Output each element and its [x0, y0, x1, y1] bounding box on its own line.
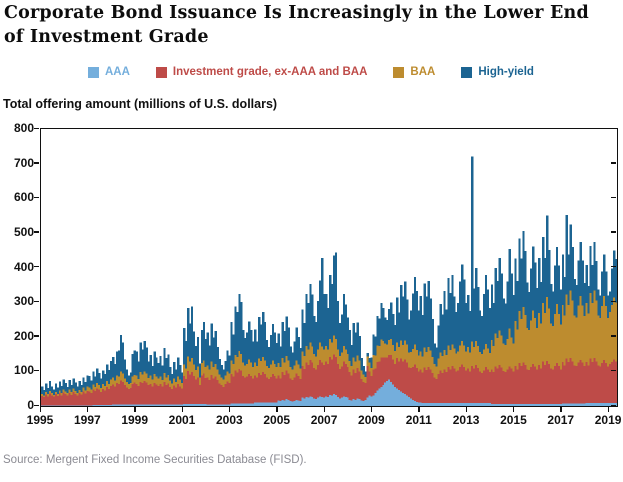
y-tick-mark-left — [34, 231, 39, 233]
legend-label-aaa: AAA — [105, 66, 130, 78]
legend-item-investment-grade: Investment grade, ex-AAA and BAA — [155, 66, 368, 78]
x-tick-mark — [560, 406, 562, 412]
x-tick-label: 2019 — [594, 413, 622, 427]
x-tick-label: 2017 — [547, 413, 575, 427]
legend-swatch-aaa-icon — [88, 66, 99, 78]
y-tick-label: 200 — [13, 328, 34, 343]
x-tick-mark — [370, 406, 373, 412]
legend-swatch-investment-grade-icon — [155, 66, 167, 78]
x-tick-label: 1995 — [26, 413, 54, 427]
chart-title: Corporate Bond Issuance Is Increasingly … — [4, 3, 589, 47]
y-tick-label: 600 — [13, 190, 34, 205]
x-tick-label: 2001 — [168, 413, 196, 427]
x-tick-mark — [39, 406, 41, 412]
x-tick-label: 2003 — [216, 413, 243, 427]
y-tick-mark-left — [34, 266, 39, 268]
y-tick-label: 0 — [27, 398, 34, 412]
x-tick-label: 2015 — [500, 413, 527, 427]
legend-label-baa: BAA — [410, 66, 436, 78]
y-tick-mark-right — [611, 266, 616, 268]
y-tick-mark-left — [34, 404, 39, 406]
x-tick-mark — [465, 406, 467, 412]
source-note: Source: Mergent Fixed Income Securities … — [3, 454, 307, 466]
y-tick-label: 500 — [13, 224, 34, 239]
x-tick-label: 2013 — [452, 413, 480, 427]
x-tick-label: 2007 — [310, 413, 338, 427]
x-tick-mark — [86, 406, 89, 412]
x-tick-label: 1999 — [121, 413, 149, 427]
legend-swatch-baa-icon — [393, 66, 405, 78]
x-tick-label: 2009 — [358, 413, 385, 427]
y-tick-mark-right — [611, 369, 616, 372]
y-tick-mark-right — [611, 127, 616, 129]
legend-label-investment-grade: Investment grade, ex-AAA and BAA — [172, 66, 368, 78]
y-tick-mark-right — [611, 404, 616, 406]
y-tick-mark-right — [611, 196, 616, 199]
y-tick-mark-left — [34, 196, 39, 199]
x-tick-label: 1997 — [73, 413, 101, 427]
x-tick-label: 2005 — [263, 413, 291, 427]
x-tick-mark — [512, 406, 515, 412]
legend-item-high-yield: High-yield — [461, 66, 534, 78]
y-axis-title: Total offering amount (millions of U.S. … — [3, 97, 278, 111]
x-tick-mark — [276, 406, 278, 412]
y-tick-mark-left — [34, 127, 39, 129]
y-tick-mark-right — [611, 162, 616, 164]
stacked-bars — [41, 156, 617, 406]
y-tick-label: 800 — [13, 121, 34, 135]
y-tick-mark-left — [34, 300, 39, 303]
y-tick-mark-left — [34, 335, 39, 337]
y-tick-mark-left — [34, 369, 39, 372]
legend-label-high-yield: High-yield — [478, 66, 534, 78]
legend-item-baa: BAA — [393, 66, 435, 78]
x-tick-mark — [134, 406, 136, 412]
x-tick-mark — [418, 406, 420, 412]
y-tick-label: 100 — [13, 363, 34, 378]
y-tick-mark-right — [611, 231, 616, 233]
plot-area — [40, 128, 618, 407]
y-tick-mark-right — [611, 300, 616, 303]
y-tick-label: 700 — [13, 155, 34, 170]
x-tick-label: 2011 — [405, 413, 432, 427]
chart-legend: AAA Investment grade, ex-AAA and BAA BAA… — [88, 66, 534, 78]
y-tick-label: 300 — [13, 294, 34, 309]
y-tick-label: 400 — [13, 259, 34, 274]
y-tick-mark-left — [34, 162, 39, 164]
x-tick-mark — [607, 406, 609, 412]
x-tick-mark — [181, 406, 183, 412]
x-tick-mark — [228, 406, 231, 412]
y-tick-mark-right — [611, 335, 616, 337]
legend-item-aaa: AAA — [88, 66, 130, 78]
legend-swatch-high-yield-icon — [461, 66, 473, 78]
x-tick-mark — [323, 406, 325, 412]
